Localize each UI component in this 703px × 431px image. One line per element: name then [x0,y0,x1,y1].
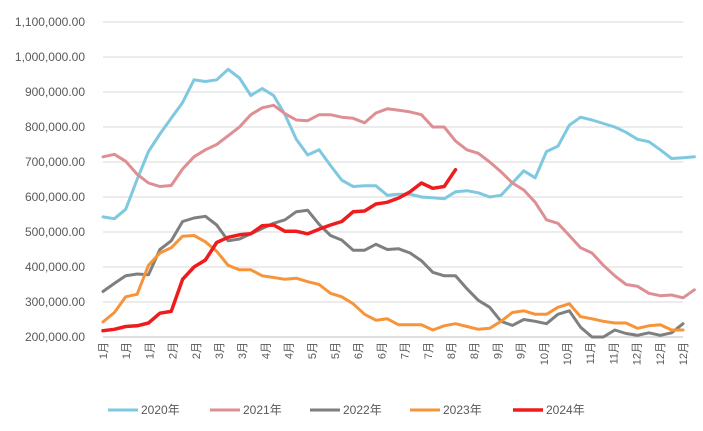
series-lines [101,67,696,339]
y-tick-label: 700,000.00 [25,155,85,169]
y-axis-tick-labels: 1,100,000.00 1,000,000.00 900,000.00 800,00… [15,15,85,344]
x-tick-label: 8月 [446,342,458,359]
x-tick-label: 3月 [214,342,226,359]
legend-label: 2021年 [243,403,282,417]
x-tick-label: 1月 [121,342,133,359]
x-tick-label: 11月 [608,342,620,364]
series-line-2020 [101,67,696,221]
x-tick-label: 10月 [539,342,551,365]
x-tick-label: 10月 [562,342,574,365]
x-tick-label: 3月 [237,342,249,359]
series-line-2023 [101,234,685,332]
y-tick-label: 800,000.00 [25,120,85,134]
y-tick-label: 300,000.00 [25,295,85,309]
y-tick-label: 900,000.00 [25,85,85,99]
x-tick-label: 12月 [655,342,667,365]
x-tick-label: 1月 [98,342,110,359]
legend-label: 2020年 [141,403,180,417]
legend-label: 2022年 [343,403,382,417]
x-axis-tick-labels: 1月 1月 1月 2月 2月 3月 3月 4月 4月 5月 5月 6月 6月 7月 7月 8月 8月 9月 9月 10… [98,342,690,365]
y-tick-label: 500,000.00 [25,225,85,239]
y-tick-label: 1,100,000.00 [15,15,85,29]
x-tick-label: 9月 [516,342,528,359]
x-tick-label: 2月 [191,342,203,359]
x-tick-label: 6月 [353,342,365,359]
x-tick-label: 5月 [330,342,342,359]
y-tick-label: 1,000,000.00 [15,50,85,64]
legend: 2020年 2021年 2022年 2023年 2024年 [108,403,585,417]
gridlines [103,21,683,303]
x-tick-label: 4月 [260,342,272,359]
series-line-2022 [101,208,685,339]
series-line-2024 [101,167,458,333]
x-tick-label: 4月 [284,342,296,359]
y-tick-label: 400,000.00 [25,260,85,274]
y-tick-label: 200,000.00 [25,330,85,344]
series-line-2021 [101,103,696,300]
legend-label: 2024年 [546,403,585,417]
x-tick-label: 11月 [585,342,597,364]
x-tick-label: 2月 [168,342,180,359]
x-tick-label: 7月 [400,342,412,359]
y-tick-label: 600,000.00 [25,190,85,204]
x-tick-label: 1月 [144,342,156,359]
x-tick-label: 6月 [376,342,388,359]
x-tick-label: 12月 [632,342,644,365]
x-tick-label: 8月 [469,342,481,359]
x-tick-label: 9月 [492,342,504,359]
legend-label: 2023年 [443,403,482,417]
x-tick-label: 12月 [678,342,690,365]
x-tick-label: 7月 [423,342,435,359]
x-tick-label: 5月 [307,342,319,359]
